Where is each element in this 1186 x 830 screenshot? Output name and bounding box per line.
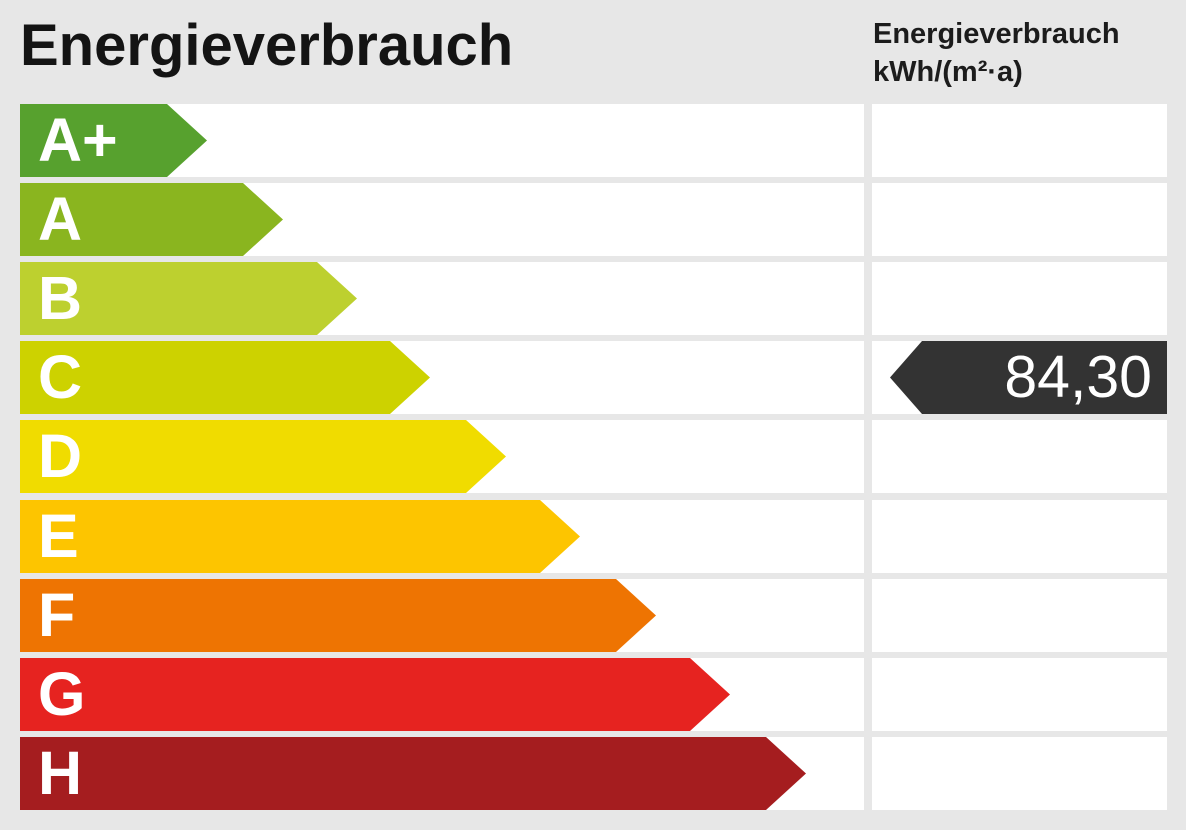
row-track-right (872, 104, 1167, 177)
class-label: F (38, 581, 76, 649)
class-label: E (38, 502, 79, 570)
row-track-right (872, 737, 1167, 810)
class-label: H (38, 739, 83, 807)
class-arrow: A (20, 183, 283, 256)
class-arrow: G (20, 658, 730, 731)
class-label: B (38, 264, 83, 332)
row-track-right (872, 262, 1167, 335)
class-arrow: D (20, 420, 506, 493)
class-label: A (38, 185, 83, 253)
class-label: G (38, 660, 86, 728)
row-track-right (872, 658, 1167, 731)
unit-label-line1: Energieverbrauch (873, 18, 1120, 50)
value-arrow: 84,30 (890, 341, 1167, 414)
unit-label-line2: kWh/(m²·a) (873, 56, 1023, 88)
class-arrow: C (20, 341, 430, 414)
row-track-right (872, 420, 1167, 493)
value-label: 84,30 (1004, 344, 1152, 410)
row-track-right (872, 579, 1167, 652)
class-arrow: H (20, 737, 806, 810)
class-arrow: B (20, 262, 357, 335)
unit-label: Energieverbrauch kWh/(m²·a) (873, 15, 1120, 91)
class-label: A+ (38, 106, 118, 174)
row-track-right (872, 183, 1167, 256)
row-track-right (872, 500, 1167, 573)
class-arrow: E (20, 500, 580, 573)
class-arrow: A+ (20, 104, 207, 177)
class-label: D (38, 422, 83, 490)
class-arrow: F (20, 579, 656, 652)
class-label: C (38, 343, 83, 411)
chart-title: Energieverbrauch (20, 13, 514, 78)
